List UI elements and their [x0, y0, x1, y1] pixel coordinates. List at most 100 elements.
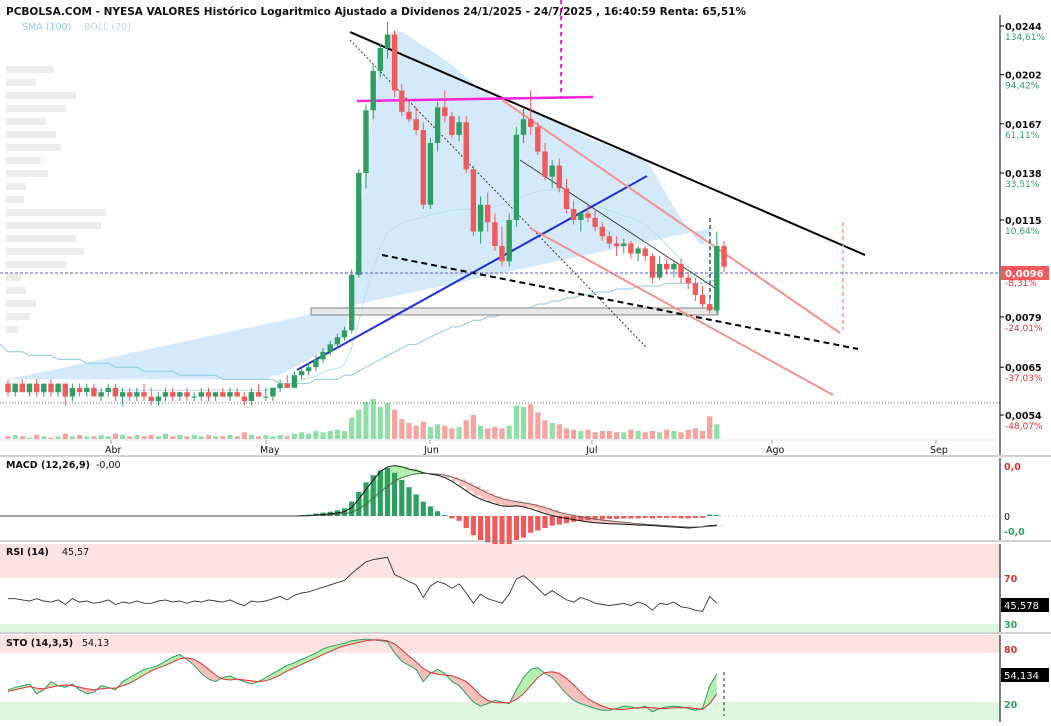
volume-bar: [284, 436, 290, 439]
macd-tick-top: 0,0: [1004, 462, 1021, 473]
candle-body: [513, 134, 520, 220]
month-axis-labels: Abr May Jun Jul Ago Sep: [105, 440, 948, 456]
macd-panel: MACD (12,26,9) -0,00 0,0 0 -0,0: [0, 455, 1051, 546]
candle-body: [499, 246, 505, 262]
candle-body: [592, 217, 598, 227]
ghost-bar: [6, 105, 66, 112]
candle-body: [420, 130, 426, 205]
ghost-bar: [6, 131, 56, 138]
candle-body: [542, 151, 548, 177]
candle-body: [306, 367, 312, 372]
candle-body: [391, 34, 398, 91]
month-label: Jun: [423, 445, 439, 456]
volume-bar: [657, 432, 663, 439]
support-zone-box: [310, 307, 719, 316]
ghost-bar: [6, 118, 46, 125]
volume-bar: [499, 428, 505, 439]
price-tick-pct: 61,11%: [1005, 131, 1040, 141]
price-tick-pct: -48,07%: [1005, 422, 1043, 432]
ghost-bar: [6, 274, 21, 281]
macd-hist-bar: [685, 516, 691, 519]
rsi-current-value: 45,578: [1004, 601, 1039, 612]
price-tick-pct: -24,01%: [1005, 324, 1043, 334]
candle-body: [721, 246, 727, 267]
candle-body: [356, 173, 362, 275]
candle-body: [320, 351, 326, 360]
candle-body: [48, 383, 54, 393]
ghost-bar: [6, 66, 54, 73]
ghost-bar: [6, 170, 48, 177]
candle-body: [105, 387, 111, 393]
sto-d-line: [7, 639, 718, 710]
volume-bar: [571, 429, 577, 439]
macd-hist-bar: [384, 468, 391, 516]
macd-hist-bar: [499, 516, 505, 546]
candle-body: [399, 90, 405, 112]
candle-body: [33, 383, 40, 393]
candle-body: [563, 188, 570, 209]
candle-body: [170, 392, 176, 397]
price-tick-pct: -37,03%: [1005, 374, 1043, 384]
candle-body: [377, 48, 383, 71]
candle-body: [463, 122, 469, 170]
price-tick-pct: 134,61%: [1005, 33, 1045, 43]
candle-body: [556, 165, 562, 189]
volume-bar: [213, 436, 219, 439]
macd-hist-bar: [392, 472, 398, 516]
candle-body: [69, 387, 76, 397]
volume-bar: [699, 431, 706, 439]
macd-hist-bar: [513, 516, 519, 540]
candle-body: [191, 396, 197, 398]
volume-bar: [141, 436, 147, 439]
volume-bar: [170, 436, 176, 439]
candle-body: [621, 243, 627, 246]
candle-body: [707, 304, 713, 311]
macd-hist-bar: [435, 511, 441, 516]
candle-body: [635, 248, 641, 254]
channel-lower-line: [529, 227, 834, 396]
volume-bar: [127, 436, 133, 439]
macd-hist-bar: [399, 480, 405, 516]
candle-body: [599, 226, 605, 237]
candle-body: [76, 387, 83, 393]
ghost-bar: [6, 183, 26, 190]
macd-hist-bar: [442, 515, 448, 516]
ghost-bar: [6, 326, 18, 333]
macd-hist-bar: [449, 516, 455, 519]
current-price-pct: -8,31%: [1005, 279, 1037, 289]
candle-body: [485, 204, 491, 223]
left-faded-info-bars: [6, 66, 106, 333]
volume-bar: [406, 423, 412, 439]
macd-hist-bar: [592, 516, 598, 520]
ghost-bar: [6, 287, 26, 294]
volume-bar: [334, 429, 340, 439]
macd-hist-bar: [370, 475, 376, 516]
volume-bar: [513, 405, 519, 439]
trendline-black-upper: [349, 31, 866, 256]
volume-bar: [162, 433, 169, 439]
volume-bar: [413, 425, 419, 439]
candle-body: [119, 392, 126, 397]
current-price-value: 0,0096: [1005, 269, 1044, 280]
volume-bar: [26, 437, 33, 439]
volume-bar: [19, 436, 25, 439]
price-tick-pct: 33,51%: [1005, 180, 1040, 190]
trendline-thin-dark: [519, 159, 719, 291]
volume-bar: [563, 428, 570, 439]
candle-body: [84, 387, 90, 393]
macd-hist-bar: [406, 487, 412, 516]
macd-hist-bar: [528, 516, 534, 533]
ghost-bar: [6, 313, 30, 320]
macd-hist-bar: [571, 516, 577, 522]
volume-bar: [635, 431, 641, 439]
candle-body: [585, 213, 591, 218]
volume-bar: [649, 431, 655, 439]
volume-bar: [198, 436, 204, 439]
volume-bar: [392, 409, 398, 439]
macd-hist-bar: [456, 516, 462, 521]
macd-hist-bar: [470, 516, 476, 536]
macd-hist-bar: [614, 516, 620, 519]
macd-hist-bar: [463, 516, 469, 528]
macd-hist-bar: [549, 516, 555, 526]
